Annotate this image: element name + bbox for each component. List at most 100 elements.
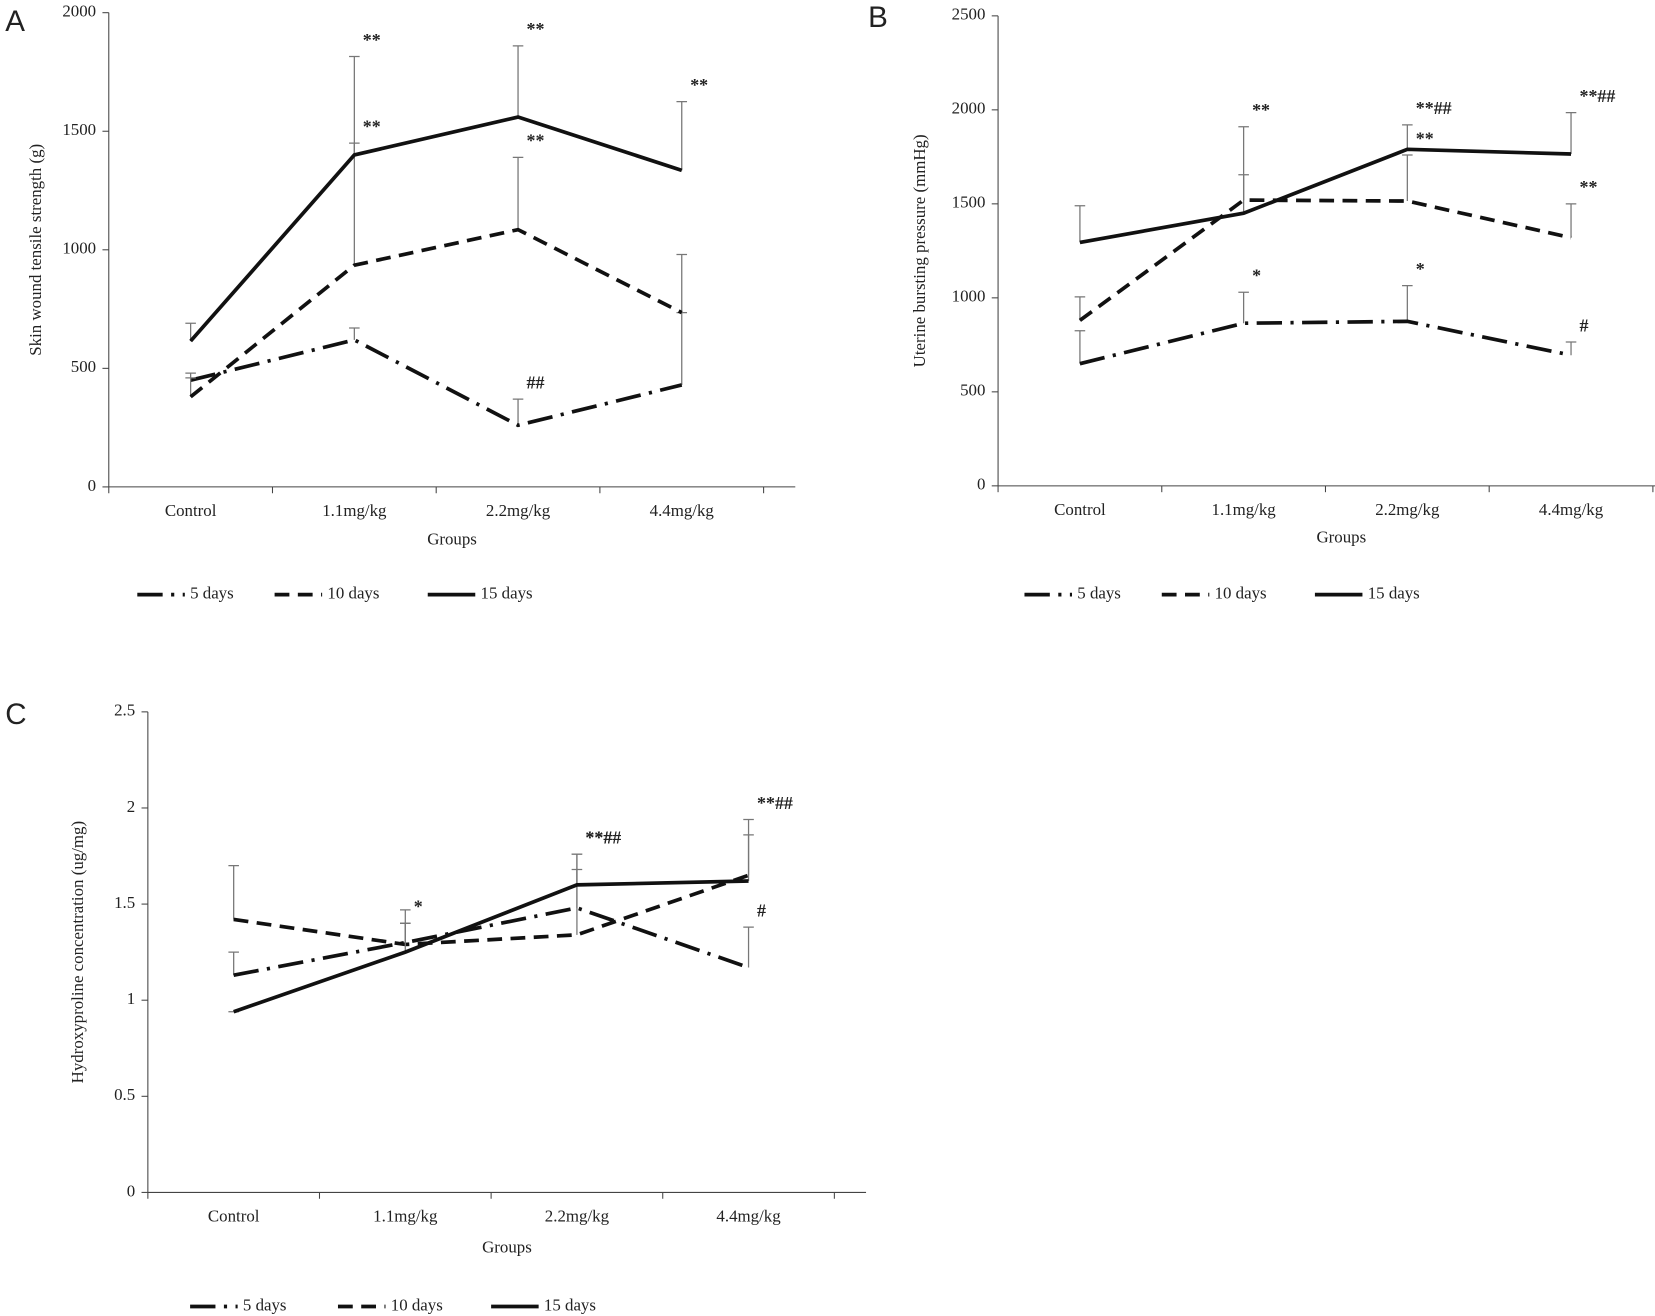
- error-bar: [571, 853, 583, 885]
- error-bar: [1238, 126, 1249, 214]
- error-bar: [1074, 296, 1086, 321]
- error-bar: [1565, 341, 1577, 356]
- panel-letter: B: [868, 1, 888, 34]
- panel-letter: A: [5, 5, 25, 38]
- error-bar: [1402, 124, 1413, 150]
- x-tick-label: 2.2mg/kg: [486, 501, 551, 520]
- y-tick-label: 2: [127, 797, 135, 816]
- series-line: [189, 227, 683, 399]
- significance-label: **: [363, 116, 381, 136]
- error-bar: [512, 45, 524, 118]
- significance-label: *: [414, 897, 423, 917]
- x-axis-title: Groups: [427, 530, 477, 549]
- legend-label: 10 days: [327, 584, 379, 603]
- y-tick-label: 2500: [952, 5, 986, 24]
- legend-label: 15 days: [1368, 584, 1420, 603]
- x-tick-label: Control: [1054, 500, 1106, 519]
- legend-label: 10 days: [391, 1295, 443, 1314]
- x-tick-label: 4.4mg/kg: [1539, 500, 1604, 519]
- y-tick-label: 1000: [62, 239, 96, 258]
- panel-letter: C: [5, 698, 26, 731]
- error-bar: [676, 100, 688, 171]
- error-bar: [512, 156, 524, 230]
- significance-label: **##: [757, 793, 793, 813]
- significance-label: #: [1579, 315, 1588, 335]
- significance-label: ##: [526, 373, 544, 393]
- error-bar: [228, 951, 239, 976]
- y-tick-label: 1500: [62, 120, 96, 139]
- y-tick-label: 0.5: [114, 1085, 135, 1104]
- error-bar: [185, 322, 196, 342]
- error-bar: [1402, 284, 1413, 322]
- significance-label: **: [690, 75, 708, 95]
- significance-label: **: [1416, 128, 1434, 148]
- significance-label: **##: [1579, 86, 1615, 106]
- y-tick-label: 2000: [952, 99, 986, 118]
- error-bar: [1565, 112, 1577, 155]
- legend-label: 5 days: [1077, 584, 1121, 603]
- significance-label: *: [1252, 266, 1261, 286]
- series-line: [233, 873, 750, 947]
- series-line: [1079, 147, 1572, 245]
- error-bar: [1074, 330, 1086, 364]
- y-tick-label: 0: [127, 1181, 135, 1200]
- y-axis-title: Skin wound tensile strength (g): [26, 144, 45, 356]
- significance-label: **: [526, 131, 544, 151]
- legend-label: 5 days: [243, 1295, 287, 1314]
- series-line: [189, 115, 683, 343]
- error-bar: [349, 327, 360, 340]
- x-axis-title: Groups: [1316, 528, 1366, 547]
- y-tick-label: 500: [71, 357, 96, 376]
- error-bar: [1074, 205, 1086, 243]
- legend-label: 10 days: [1215, 584, 1267, 603]
- x-tick-label: Control: [208, 1207, 260, 1226]
- error-bar: [400, 922, 411, 953]
- x-tick-label: 1.1mg/kg: [1212, 500, 1277, 519]
- x-tick-label: 1.1mg/kg: [373, 1207, 438, 1226]
- x-tick-label: 1.1mg/kg: [322, 501, 387, 520]
- error-bar: [349, 55, 360, 155]
- x-axis-title: Groups: [482, 1237, 532, 1256]
- error-bar: [743, 926, 754, 968]
- significance-label: **##: [1416, 98, 1452, 118]
- significance-label: **##: [585, 827, 621, 847]
- series-line: [1078, 198, 1572, 322]
- significance-label: **#: [585, 827, 612, 847]
- significance-label: **: [1252, 100, 1270, 120]
- x-tick-label: 4.4mg/kg: [716, 1207, 781, 1226]
- series-line: [1079, 319, 1572, 366]
- x-tick-label: Control: [165, 501, 217, 520]
- error-bar: [228, 865, 239, 920]
- x-tick-label: 2.2mg/kg: [545, 1207, 610, 1226]
- legend-label: 15 days: [544, 1295, 596, 1314]
- legend-label: 15 days: [481, 584, 533, 603]
- significance-label: **: [1579, 177, 1597, 197]
- y-tick-label: 2.5: [114, 701, 135, 720]
- error-bar: [1402, 154, 1413, 202]
- series-line: [233, 879, 749, 1014]
- error-bar: [743, 818, 754, 882]
- y-tick-label: 1000: [952, 287, 986, 306]
- error-bar: [512, 398, 524, 426]
- y-tick-label: 500: [960, 381, 985, 400]
- y-axis-title: Uterine bursting pressure (mmHg): [910, 134, 929, 367]
- significance-label: *: [1416, 259, 1425, 279]
- significance-label: **: [526, 19, 544, 39]
- error-bar: [676, 253, 688, 313]
- y-tick-label: 1.5: [114, 893, 135, 912]
- legend-label: 5 days: [190, 584, 234, 603]
- error-bar: [676, 311, 688, 385]
- series-line: [190, 337, 683, 428]
- y-tick-label: 1500: [952, 193, 986, 212]
- y-tick-label: 0: [88, 476, 96, 495]
- series-line: [233, 906, 750, 978]
- y-tick-label: 0: [977, 475, 985, 494]
- significance-label: #: [757, 900, 766, 920]
- significance-label: **: [363, 30, 381, 50]
- x-tick-label: 4.4mg/kg: [650, 501, 715, 520]
- error-bar: [1238, 291, 1249, 324]
- y-tick-label: 1: [127, 989, 135, 1008]
- x-tick-label: 2.2mg/kg: [1375, 500, 1440, 519]
